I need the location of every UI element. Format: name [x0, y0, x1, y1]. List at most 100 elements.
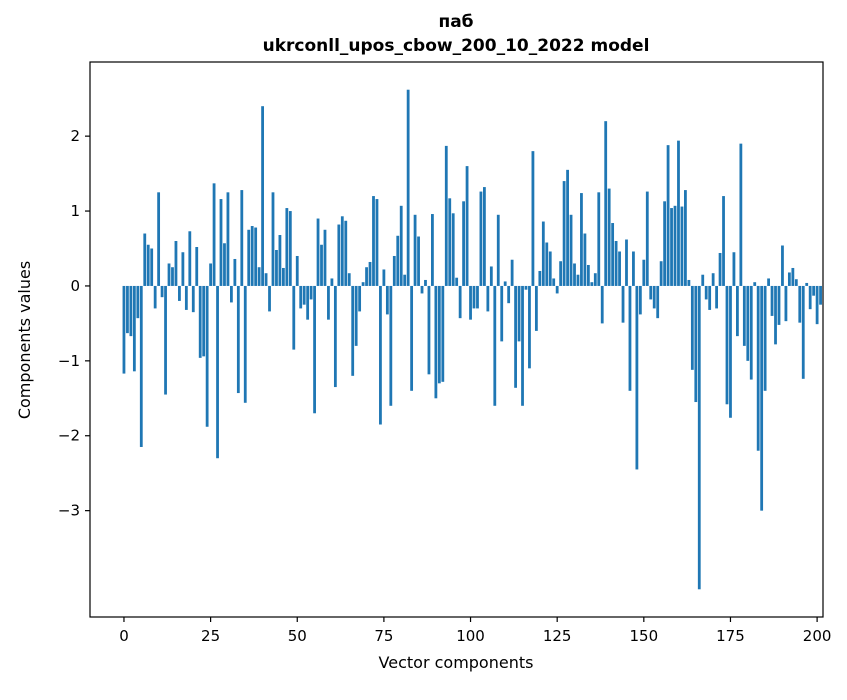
bar [285, 208, 289, 286]
bar [510, 259, 514, 286]
bar [555, 285, 559, 294]
bar [794, 279, 798, 286]
bar [760, 285, 764, 511]
bar [753, 282, 757, 286]
bar [236, 285, 240, 394]
bar [580, 193, 583, 286]
bar [715, 285, 718, 309]
bar [749, 285, 753, 380]
bar [375, 199, 379, 286]
y-axis-ticks: 2 1 0 −1 −2 −3 [58, 127, 90, 520]
bar [770, 285, 774, 316]
bar [361, 282, 365, 286]
bar [143, 233, 147, 286]
bar [489, 266, 493, 286]
y-axis-label: Components values [15, 261, 34, 419]
bar [288, 211, 292, 286]
bar [413, 214, 417, 286]
bar [663, 201, 667, 286]
plot-frame [89, 61, 824, 618]
bar [528, 285, 531, 369]
bar [784, 285, 788, 322]
bar [389, 285, 393, 406]
x-tick-label: 25 [201, 627, 220, 645]
bar [729, 285, 732, 418]
bar [791, 267, 795, 286]
bar [132, 285, 136, 372]
bar [122, 285, 126, 374]
bar [275, 250, 278, 286]
bar [195, 247, 199, 286]
bar [625, 239, 628, 286]
bar [437, 285, 441, 384]
bar [309, 285, 313, 300]
bar [344, 220, 348, 286]
bar [451, 213, 455, 286]
bar [351, 285, 355, 376]
bar [711, 273, 715, 286]
bar [673, 205, 677, 286]
bar [736, 285, 739, 337]
chart-title: паб [438, 12, 473, 32]
bar [739, 143, 743, 286]
bar [261, 106, 264, 286]
bar [250, 226, 254, 286]
bar [240, 190, 244, 286]
bar [431, 214, 434, 286]
bar [600, 285, 604, 324]
bar [469, 285, 472, 320]
bar [299, 285, 303, 309]
bar [493, 285, 497, 406]
bar [611, 223, 615, 286]
x-axis-ticks: 0 25 50 75 100 125 150 175 200 [119, 617, 831, 645]
bar [483, 187, 486, 286]
bar [333, 285, 337, 388]
bar [690, 285, 694, 370]
bar [656, 285, 660, 319]
bar [313, 285, 316, 414]
bar [306, 285, 310, 320]
bar [704, 285, 708, 300]
bar [812, 285, 816, 296]
bar [365, 267, 368, 286]
bar [150, 248, 154, 286]
bar [670, 208, 673, 286]
x-tick-label: 50 [288, 627, 307, 645]
bar [327, 285, 330, 320]
bar [496, 214, 500, 286]
bar [819, 285, 822, 305]
bar [219, 199, 223, 286]
bar [292, 285, 296, 350]
bar [476, 285, 479, 309]
bar [139, 285, 143, 447]
bar [126, 285, 129, 334]
bar [226, 192, 230, 286]
bar [576, 274, 580, 286]
bar [573, 263, 576, 286]
bar [406, 89, 410, 286]
bar [552, 278, 556, 286]
bar [233, 258, 237, 286]
bar [146, 244, 150, 286]
bar [281, 267, 285, 286]
bar [774, 285, 777, 345]
bar [777, 285, 781, 325]
bar [590, 282, 594, 286]
bar [129, 285, 133, 337]
x-tick-label: 150 [630, 627, 659, 645]
bar [441, 285, 445, 382]
bar [316, 218, 320, 286]
bar [479, 191, 483, 286]
bar [756, 285, 760, 451]
bar [164, 285, 167, 395]
bar [486, 285, 490, 312]
bar [614, 241, 618, 286]
bar [330, 278, 334, 286]
bar [746, 285, 750, 361]
x-tick-label: 175 [716, 627, 745, 645]
bar [268, 285, 271, 312]
bar [382, 269, 386, 286]
bar [680, 206, 684, 286]
